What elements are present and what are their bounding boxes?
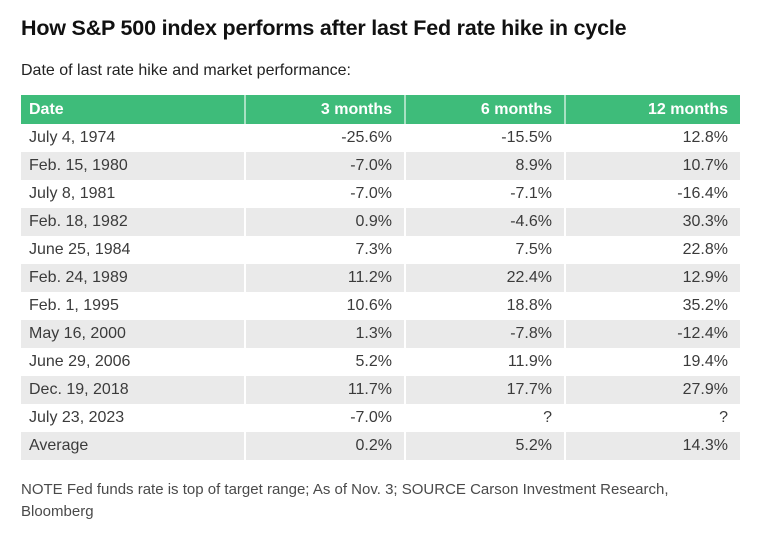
table-row: Dec. 19, 2018 11.7% 17.7% 27.9%: [21, 376, 740, 404]
value-cell: 11.2%: [244, 264, 405, 292]
value-cell: -15.5%: [404, 124, 565, 152]
value-cell: -25.6%: [244, 124, 405, 152]
chart-container: How S&P 500 index performs after last Fe…: [21, 16, 740, 520]
value-cell: -7.0%: [244, 152, 405, 180]
value-cell: ?: [564, 404, 740, 432]
table-row: May 16, 2000 1.3% -7.8% -12.4%: [21, 320, 740, 348]
date-cell: Dec. 19, 2018: [29, 381, 129, 398]
date-cell: July 23, 2023: [29, 409, 125, 426]
value-cell: 8.9%: [404, 152, 565, 180]
table-row: Average 0.2% 5.2% 14.3%: [21, 432, 740, 460]
table-row: June 25, 1984 7.3% 7.5% 22.8%: [21, 236, 740, 264]
date-cell: Feb. 15, 1980: [29, 157, 128, 174]
value-cell: 14.3%: [564, 432, 740, 460]
value-cell: 10.6%: [244, 292, 405, 320]
value-cell: 7.3%: [244, 236, 405, 264]
date-cell: July 8, 1981: [29, 185, 116, 202]
table-row: Feb. 15, 1980 -7.0% 8.9% 10.7%: [21, 152, 740, 180]
page-title: How S&P 500 index performs after last Fe…: [21, 16, 627, 40]
table-row: Feb. 1, 1995 10.6% 18.8% 35.2%: [21, 292, 740, 320]
value-cell: 11.9%: [404, 348, 565, 376]
col-header-date: Date: [21, 95, 245, 124]
value-cell: 35.2%: [564, 292, 740, 320]
col-header-3-months: 3 months: [244, 95, 405, 124]
date-cell: May 16, 2000: [29, 325, 126, 342]
date-cell: July 4, 1974: [29, 129, 116, 146]
value-cell: 18.8%: [404, 292, 565, 320]
date-cell: Average: [29, 437, 89, 454]
value-cell: 17.7%: [404, 376, 565, 404]
table-row: Feb. 24, 1989 11.2% 22.4% 12.9%: [21, 264, 740, 292]
col-header-6-months: 6 months: [404, 95, 565, 124]
table-row: July 8, 1981 -7.0% -7.1% -16.4%: [21, 180, 740, 208]
source-note: NOTE Fed funds rate is top of target ran…: [21, 481, 669, 520]
value-cell: 0.9%: [244, 208, 405, 236]
value-cell: 5.2%: [244, 348, 405, 376]
value-cell: ?: [404, 404, 565, 432]
table-row: July 23, 2023 -7.0%??: [21, 404, 740, 432]
date-cell: Feb. 1, 1995: [29, 297, 119, 314]
value-cell: 22.4%: [404, 264, 565, 292]
value-cell: -4.6%: [404, 208, 565, 236]
value-cell: -7.1%: [404, 180, 565, 208]
value-cell: 12.9%: [564, 264, 740, 292]
value-cell: -7.8%: [404, 320, 565, 348]
table-header-row: Date 3 months 6 months 12 months: [21, 95, 740, 124]
table-body: July 4, 1974 -25.6% -15.5% 12.8% Feb. 15, 19…: [21, 124, 740, 460]
value-cell: 10.7%: [564, 152, 740, 180]
value-cell: 0.2%: [244, 432, 405, 460]
value-cell: 5.2%: [404, 432, 565, 460]
value-cell: 7.5%: [404, 236, 565, 264]
value-cell: -7.0%: [244, 404, 405, 432]
table-row: July 4, 1974 -25.6% -15.5% 12.8%: [21, 124, 740, 152]
value-cell: 12.8%: [564, 124, 740, 152]
date-cell: Feb. 24, 1989: [29, 269, 128, 286]
col-header-12-months: 12 months: [564, 95, 740, 124]
value-cell: 27.9%: [564, 376, 740, 404]
value-cell: 22.8%: [564, 236, 740, 264]
value-cell: 30.3%: [564, 208, 740, 236]
chart-subtitle: Date of last rate hike and market perfor…: [21, 62, 351, 79]
value-cell: 11.7%: [244, 376, 405, 404]
date-cell: June 25, 1984: [29, 241, 131, 258]
value-cell: 19.4%: [564, 348, 740, 376]
value-cell: -7.0%: [244, 180, 405, 208]
date-cell: Feb. 18, 1982: [29, 213, 128, 230]
value-cell: -12.4%: [564, 320, 740, 348]
table-row: June 29, 2006 5.2% 11.9% 19.4%: [21, 348, 740, 376]
date-cell: June 29, 2006: [29, 353, 131, 370]
table-header: Date 3 months 6 months 12 months: [21, 95, 740, 124]
value-cell: -16.4%: [564, 180, 740, 208]
table-row: Feb. 18, 1982 0.9% -4.6% 30.3%: [21, 208, 740, 236]
value-cell: 1.3%: [244, 320, 405, 348]
performance-table: Date 3 months 6 months 12 months July 4,…: [21, 95, 740, 460]
